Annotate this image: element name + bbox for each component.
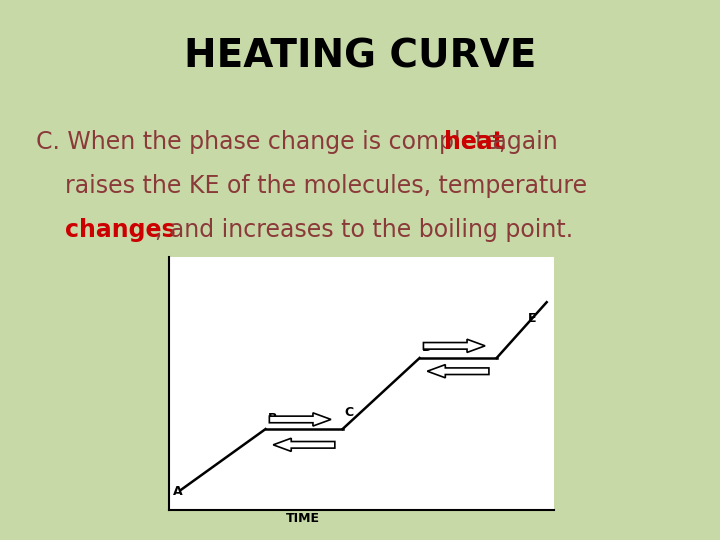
Text: TIME: TIME — [285, 512, 320, 525]
Text: changes: changes — [65, 218, 176, 242]
Text: , and increases to the boiling point.: , and increases to the boiling point. — [155, 218, 573, 242]
FancyArrow shape — [427, 364, 489, 378]
FancyArrow shape — [269, 413, 331, 426]
Text: A: A — [173, 484, 183, 498]
Text: E: E — [528, 312, 536, 325]
Text: heat: heat — [444, 130, 504, 153]
Text: again: again — [485, 130, 557, 153]
Text: D: D — [421, 341, 432, 354]
Text: HEATING CURVE: HEATING CURVE — [184, 38, 536, 76]
Text: raises the KE of the molecules, temperature: raises the KE of the molecules, temperat… — [65, 174, 587, 198]
Text: C. When the phase change is complete,: C. When the phase change is complete, — [36, 130, 514, 153]
Text: C: C — [344, 406, 354, 419]
FancyArrow shape — [273, 438, 335, 451]
FancyArrow shape — [423, 339, 485, 353]
Text: B: B — [267, 412, 277, 426]
